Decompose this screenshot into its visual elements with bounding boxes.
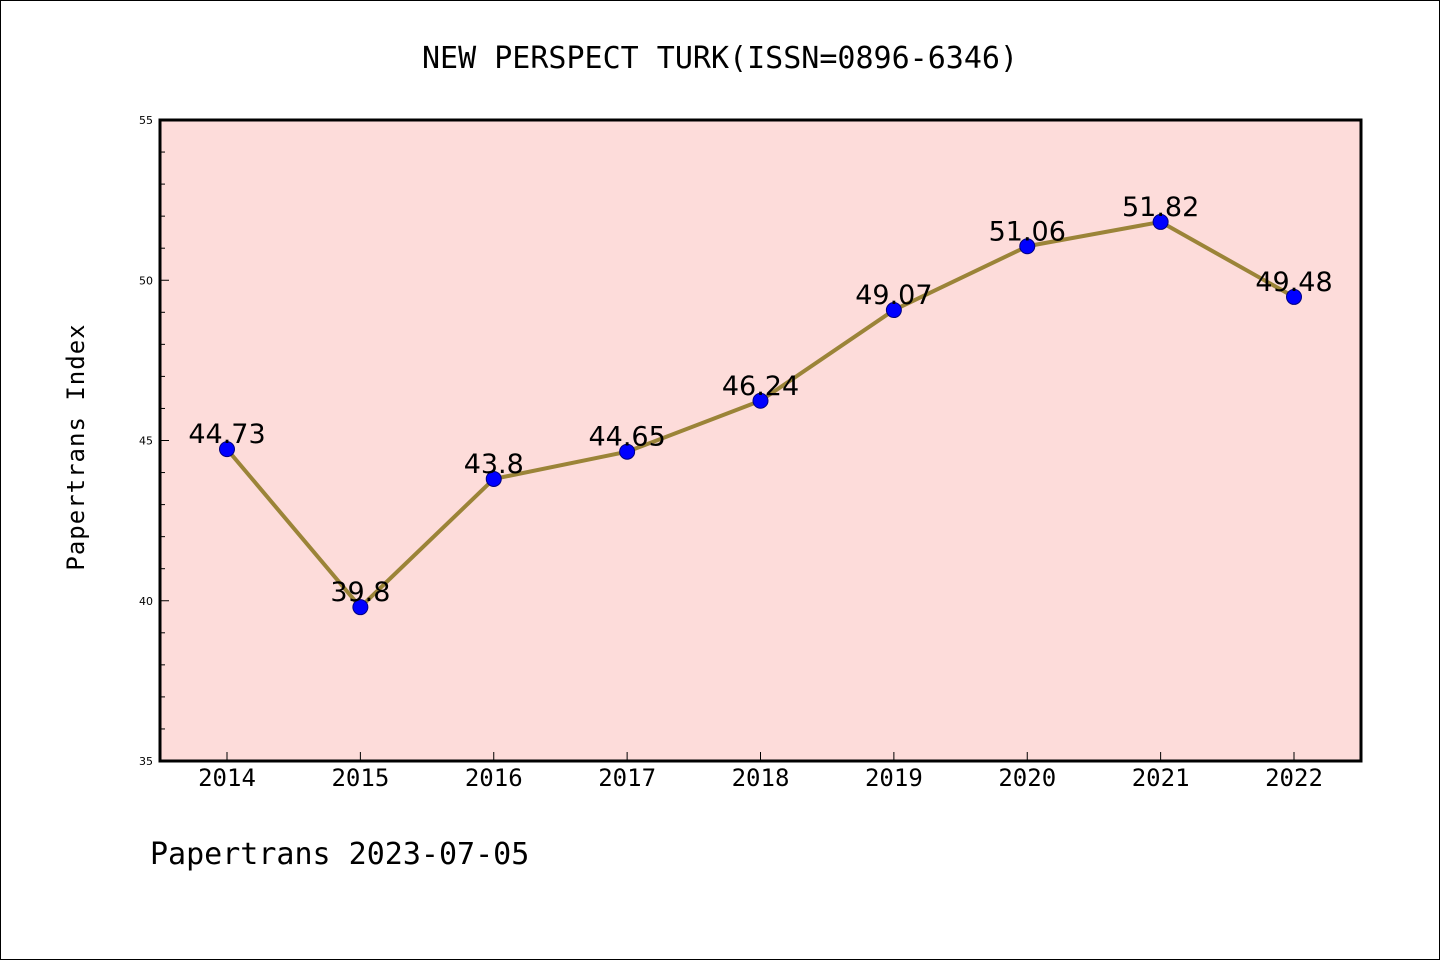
data-label-2015: 39.8 (330, 577, 390, 608)
y-tick-label: 55 (139, 114, 153, 127)
x-tick-label: 2017 (598, 764, 656, 792)
data-point-2019 (885, 302, 902, 319)
data-point-2015 (352, 599, 369, 616)
y-axis-label: Papertrans Index (62, 323, 90, 570)
data-label-2021: 51.82 (1122, 192, 1199, 223)
data-point-2017 (619, 443, 636, 460)
data-label-2022: 49.48 (1255, 267, 1332, 298)
x-tick-label: 2018 (732, 764, 790, 792)
x-tick-label: 2016 (465, 764, 523, 792)
data-point-2016 (485, 470, 502, 487)
data-point-2020 (1019, 238, 1036, 255)
y-axis: 35 40 45 50 55 (139, 114, 169, 768)
data-labels: 44.73 39.8 43.8 44.65 46.24 49.07 51.06 51.82 49… (188, 192, 1332, 608)
x-tick-label: 2022 (1265, 764, 1323, 792)
footer-credit: Papertrans 2023-07-05 (150, 837, 529, 872)
plot-border (158, 118, 1363, 763)
data-label-2020: 51.06 (989, 216, 1066, 247)
data-label-2014: 44.73 (188, 419, 265, 450)
x-axis: 2014 2015 2016 2017 2018 2019 2020 2021 2022 (198, 752, 1323, 792)
data-point-2018 (752, 392, 769, 409)
data-label-2019: 49.07 (855, 280, 932, 311)
x-tick-label: 2021 (1132, 764, 1190, 792)
data-point-2022 (1286, 288, 1302, 305)
data-markers (219, 213, 1302, 616)
chart-title: NEW PERSPECT TURK(ISSN=0896-6346) (422, 41, 1018, 76)
y-tick-label: 50 (139, 274, 153, 287)
y-tick-label: 35 (139, 755, 153, 768)
x-tick-label: 2020 (998, 764, 1056, 792)
data-point-2021 (1152, 213, 1169, 230)
y-tick-label: 40 (139, 595, 153, 608)
x-tick-label: 2019 (865, 764, 923, 792)
y-tick-label: 45 (139, 435, 153, 448)
data-label-2017: 44.65 (588, 422, 665, 453)
x-tick-label: 2015 (331, 764, 389, 792)
data-label-2016: 43.8 (464, 449, 524, 480)
x-tick-label: 2014 (198, 764, 256, 792)
data-point-2014 (219, 441, 235, 458)
data-label-2018: 46.24 (722, 371, 799, 402)
